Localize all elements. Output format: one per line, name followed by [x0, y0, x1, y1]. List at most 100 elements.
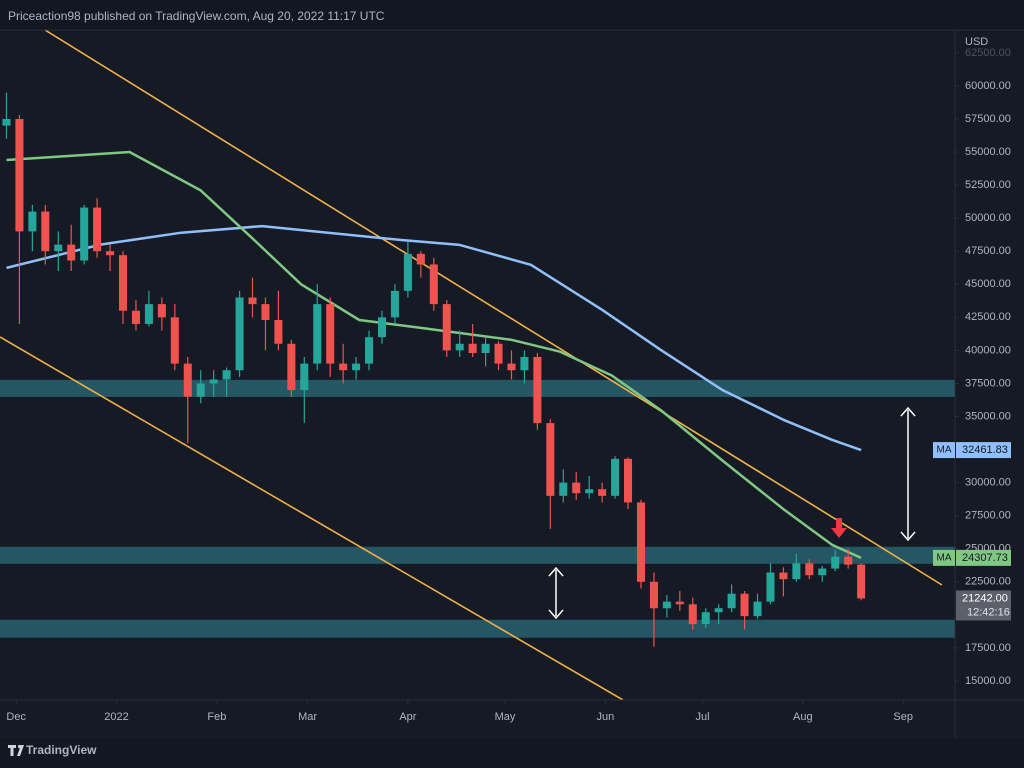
- candle-body: [106, 251, 115, 256]
- candle-body: [805, 563, 814, 576]
- candle-body: [649, 581, 658, 609]
- support-zone: [0, 546, 955, 564]
- y-tick-label: 37500.00: [965, 377, 1011, 389]
- y-tick-label: 17500.00: [965, 642, 1011, 654]
- x-tick-label: Apr: [399, 711, 416, 723]
- y-tick-label: 50000.00: [965, 212, 1011, 224]
- candle-body: [857, 564, 866, 599]
- countdown-label: 12:42:16: [967, 606, 1010, 618]
- candle-body: [844, 556, 853, 565]
- x-tick-label: Jul: [695, 711, 709, 723]
- candle-body: [624, 458, 633, 503]
- candle-body: [365, 337, 374, 364]
- candle-body: [520, 357, 529, 371]
- candle-body: [15, 118, 24, 232]
- candle-body: [533, 357, 542, 424]
- x-tick-label: Dec: [6, 711, 26, 723]
- ma-tag-name: MA: [937, 553, 952, 564]
- candle-body: [455, 343, 464, 351]
- candle-body: [339, 363, 348, 371]
- candle-body: [675, 601, 684, 605]
- ma-tag-name: MA: [937, 445, 952, 456]
- x-tick-label: Aug: [793, 711, 813, 723]
- channel-line: [0, 336, 624, 700]
- candle-body: [598, 489, 607, 496]
- x-tick-label: May: [495, 711, 516, 723]
- candle-body: [727, 593, 736, 609]
- candle-body: [636, 502, 645, 582]
- y-tick-label: 52500.00: [965, 179, 1011, 191]
- x-tick-label: Sep: [893, 711, 913, 723]
- candle-body: [559, 482, 568, 496]
- candle-body: [753, 601, 762, 617]
- candle-body: [442, 304, 451, 351]
- candle-body: [662, 601, 671, 609]
- candle-body: [248, 297, 257, 305]
- y-tick-label: 35000.00: [965, 410, 1011, 422]
- candle-body: [131, 310, 140, 324]
- candle-body: [274, 319, 283, 344]
- candle-body: [701, 612, 710, 625]
- header-bar: [0, 0, 1024, 30]
- x-tick-label: Mar: [298, 711, 317, 723]
- ma-value-label: 32461.83: [962, 444, 1008, 456]
- candle-body: [326, 304, 335, 364]
- channel-line: [44, 30, 943, 586]
- candle-body: [740, 593, 749, 617]
- candle-body: [119, 255, 128, 311]
- header-title: Priceaction98 published on TradingView.c…: [8, 9, 385, 23]
- candle-body: [28, 211, 37, 232]
- moving-average: [6, 150, 862, 560]
- candle-body: [714, 608, 723, 613]
- y-tick-label: 47500.00: [965, 245, 1011, 257]
- candle-body: [468, 343, 477, 354]
- candle-body: [481, 343, 490, 354]
- candle-body: [818, 568, 827, 576]
- candle-body: [377, 317, 387, 338]
- last-price-tag: [956, 590, 1011, 621]
- x-tick-label: Feb: [207, 711, 226, 723]
- candle-body: [209, 379, 218, 384]
- candle-body: [222, 370, 231, 380]
- ma-value-tag: [956, 442, 1011, 459]
- signal-arrow: [831, 518, 847, 538]
- y-tick-label: 60000.00: [965, 80, 1011, 92]
- candle-body: [313, 304, 322, 364]
- candle-body: [585, 489, 594, 494]
- support-zone: [0, 619, 955, 638]
- ma-value-label: 24307.73: [962, 552, 1008, 564]
- candle-body: [157, 304, 166, 318]
- y-tick-label: 40000.00: [965, 344, 1011, 356]
- support-zone: [0, 379, 955, 397]
- currency-label: USD: [965, 36, 988, 48]
- y-tick-label: 15000.00: [965, 675, 1011, 687]
- x-tick-label: 2022: [104, 711, 128, 723]
- candle-body: [170, 317, 179, 364]
- ma-value-tag: [956, 549, 1011, 566]
- y-tick-label: 55000.00: [965, 146, 1011, 158]
- candle-body: [261, 304, 270, 320]
- y-tick-label: 22500.00: [965, 576, 1011, 588]
- candle-body: [183, 363, 192, 397]
- annotation-arrowhead: [900, 406, 916, 542]
- candle-body: [611, 458, 620, 496]
- candle-body: [54, 244, 63, 252]
- candle-body: [494, 343, 503, 364]
- candle-body: [2, 118, 11, 126]
- candle-body: [235, 297, 244, 371]
- y-tick-label: 45000.00: [965, 278, 1011, 290]
- brand-name: TradingView: [26, 743, 97, 757]
- candle-body: [67, 244, 76, 261]
- last-price-label: 21242.00: [962, 592, 1008, 604]
- candle-body: [390, 290, 399, 318]
- candle-body: [779, 572, 788, 580]
- footer-bar: [0, 738, 1024, 768]
- y-tick-label: 57500.00: [965, 113, 1011, 125]
- ma-tag: [933, 442, 955, 459]
- moving-average: [6, 224, 862, 452]
- candle-body: [403, 253, 412, 291]
- y-tick-label: 62500.00: [965, 47, 1011, 59]
- candle-body: [80, 207, 89, 261]
- plot-area: [0, 30, 955, 700]
- candle-body: [572, 482, 581, 494]
